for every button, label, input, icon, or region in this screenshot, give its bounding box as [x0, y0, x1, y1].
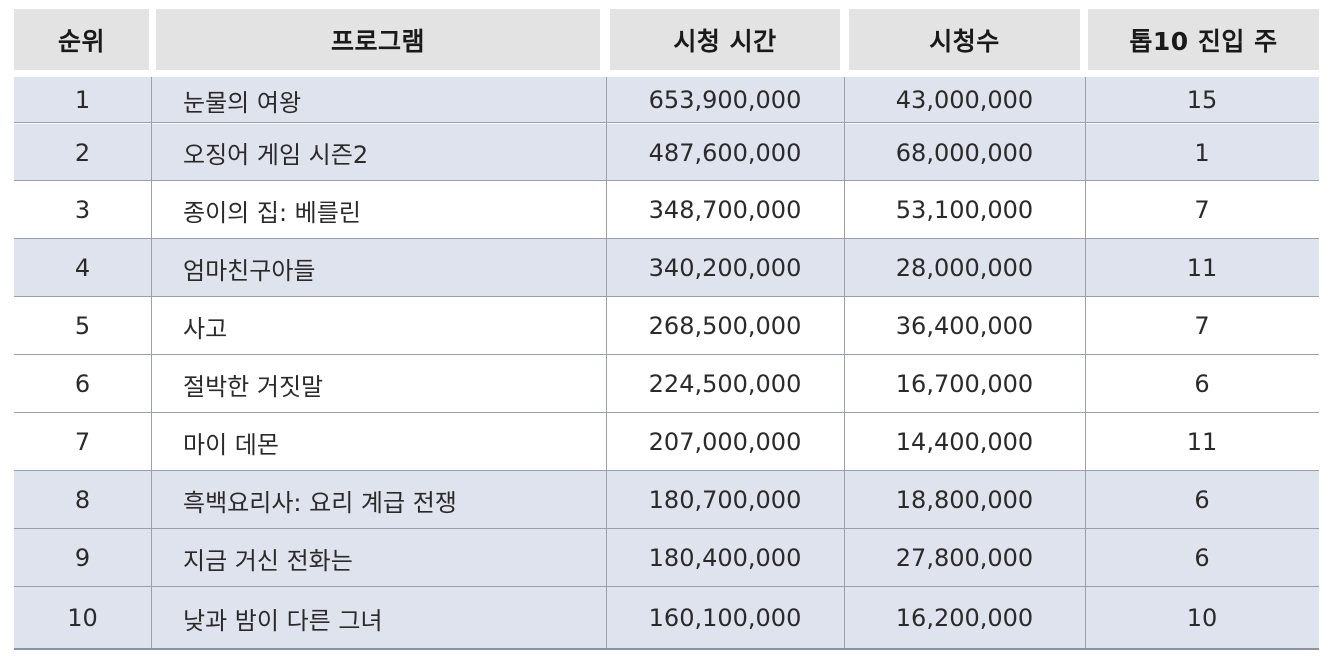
column-divider [1085, 77, 1086, 649]
cell-view-hours: 268,500,000 [648, 312, 802, 340]
cell-views: 16,700,000 [895, 370, 1034, 398]
column-divider [606, 77, 607, 649]
cell-weeks-top10: 11 [1186, 254, 1218, 282]
header-program: 프로그램 [156, 9, 600, 70]
cell-program: 절박한 거짓말 [183, 372, 324, 401]
header-rank: 순위 [14, 9, 149, 70]
cell-rank: 9 [74, 544, 91, 572]
cell-views: 68,000,000 [895, 138, 1034, 167]
cell-rank: 1 [74, 86, 91, 114]
cell-rank: 8 [74, 486, 91, 514]
cell-view-hours: 348,700,000 [648, 196, 802, 224]
cell-program: 마이 데몬 [183, 430, 279, 459]
table-row: 5 사고 268,500,000 36,400,000 7 [14, 297, 1319, 355]
cell-rank: 10 [67, 604, 98, 632]
cell-weeks-top10: 6 [1194, 486, 1210, 514]
cell-weeks-top10: 11 [1186, 428, 1218, 456]
header-weeks-top10: 톱10 진입 주 [1088, 9, 1319, 70]
cell-rank: 3 [74, 196, 91, 224]
cell-rank: 6 [74, 370, 91, 398]
cell-view-hours: 160,100,000 [648, 604, 802, 632]
table-row: 10 낮과 밤이 다른 그녀 160,100,000 16,200,000 10 [14, 587, 1319, 649]
table-header: 순위 프로그램 시청 시간 시청수 톱10 진입 주 [14, 9, 1319, 70]
cell-views: 43,000,000 [895, 86, 1034, 114]
cell-view-hours: 487,600,000 [648, 138, 802, 167]
table-bottom-rule [14, 648, 1319, 650]
cell-program: 오징어 게임 시즌2 [183, 141, 369, 169]
cell-view-hours: 224,500,000 [648, 370, 802, 398]
cell-program: 종이의 집: 베를린 [183, 198, 361, 227]
cell-rank: 2 [74, 138, 91, 167]
cell-view-hours: 340,200,000 [648, 254, 802, 282]
cell-view-hours: 653,900,000 [648, 86, 802, 114]
table-row: 2 오징어 게임 시즌2 487,600,000 68,000,000 1 [14, 124, 1319, 181]
header-views: 시청수 [849, 9, 1080, 70]
cell-weeks-top10: 15 [1186, 86, 1218, 114]
cell-weeks-top10: 6 [1194, 370, 1210, 398]
cell-rank: 7 [74, 428, 91, 456]
cell-view-hours: 207,000,000 [648, 428, 802, 456]
cell-program: 낮과 밤이 다른 그녀 [183, 606, 383, 635]
cell-program: 눈물의 여왕 [183, 88, 302, 117]
cell-program: 사고 [183, 314, 228, 343]
cell-weeks-top10: 6 [1194, 544, 1210, 572]
cell-program: 흑백요리사: 요리 계급 전쟁 [183, 488, 457, 517]
cell-views: 14,400,000 [895, 428, 1034, 456]
cell-views: 36,400,000 [895, 312, 1034, 340]
cell-views: 28,000,000 [895, 254, 1034, 282]
table-row: 9 지금 거신 전화는 180,400,000 27,800,000 6 [14, 529, 1319, 587]
cell-views: 27,800,000 [895, 544, 1034, 572]
cell-weeks-top10: 1 [1194, 138, 1210, 167]
table-row: 4 엄마친구아들 340,200,000 28,000,000 11 [14, 239, 1319, 297]
cell-view-hours: 180,400,000 [648, 544, 802, 572]
table-row: 6 절박한 거짓말 224,500,000 16,700,000 6 [14, 355, 1319, 413]
cell-weeks-top10: 7 [1194, 312, 1210, 340]
cell-views: 53,100,000 [895, 196, 1034, 224]
table-body: 1 눈물의 여왕 653,900,000 43,000,000 15 2 오징어 게임 시즌… [14, 77, 1319, 649]
cell-program: 엄마친구아들 [183, 256, 316, 285]
cell-views: 16,200,000 [895, 604, 1034, 632]
table-row: 8 흑백요리사: 요리 계급 전쟁 180,700,000 18,800,000 6 [14, 471, 1319, 529]
table-row: 7 마이 데몬 207,000,000 14,400,000 11 [14, 413, 1319, 471]
cell-rank: 4 [74, 254, 91, 282]
column-divider [151, 77, 152, 649]
cell-weeks-top10: 10 [1186, 604, 1218, 632]
table-row: 1 눈물의 여왕 653,900,000 43,000,000 15 [14, 77, 1319, 123]
cell-view-hours: 180,700,000 [648, 486, 802, 514]
cell-views: 18,800,000 [895, 486, 1034, 514]
table-row: 3 종이의 집: 베를린 348,700,000 53,100,000 7 [14, 181, 1319, 239]
cell-program: 지금 거신 전화는 [183, 546, 353, 575]
cell-rank: 5 [74, 312, 91, 340]
column-divider [844, 77, 845, 649]
cell-weeks-top10: 7 [1194, 196, 1210, 224]
header-view-hours: 시청 시간 [610, 9, 840, 70]
